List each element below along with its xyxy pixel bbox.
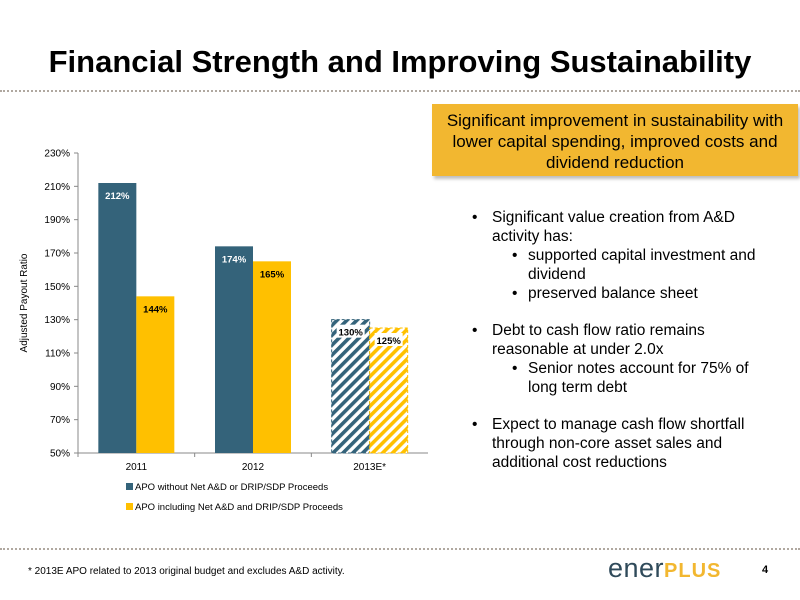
footer-divider	[0, 548, 800, 550]
y-tick-label: 230%	[44, 149, 70, 160]
payout-ratio-chart: 50% 70% 90% 110% 130% 150% 170% 190% 210% 230% Adj…	[19, 149, 428, 513]
y-tick-label: 110%	[45, 349, 70, 360]
label-background	[374, 333, 403, 346]
bar-apo-without-2	[331, 319, 371, 454]
bar-data-label: 174%	[222, 254, 247, 265]
bar-data-label: 144%	[143, 304, 168, 315]
chart-legend: APO without Net A&D or DRIP/SDP Proceeds…	[126, 482, 343, 513]
legend-swatch	[126, 483, 133, 490]
bar-apo-without-0	[98, 183, 137, 453]
y-tick-label: 170%	[44, 249, 70, 260]
sub-bullet-capital: supported capital investment and dividen…	[470, 246, 780, 284]
x-tick-label: 2013E*	[353, 462, 386, 473]
bullet-list: Significant value creation from A&D acti…	[470, 208, 780, 490]
slide-title: Financial Strength and Improving Sustain…	[48, 44, 752, 79]
x-tick-label: 2012	[242, 462, 265, 473]
sub-bullet-balance-text: preserved balance sheet	[528, 285, 698, 302]
y-tick-label: 50%	[50, 449, 70, 460]
bar-apo-including-1	[253, 261, 291, 453]
bar-apo-including-0	[136, 296, 175, 453]
bullet-debt-ratio-text: Debt to cash flow ratio remains reasonab…	[492, 322, 705, 358]
footnote: * 2013E APO related to 2013 original bud…	[28, 566, 345, 577]
y-tick-label: 150%	[44, 282, 70, 293]
legend-swatch	[126, 503, 133, 510]
bar-apo-including-2	[369, 327, 409, 454]
sub-bullet-capital-text: supported capital investment and dividen…	[528, 247, 756, 283]
callout-box: Significant improvement in sustainabilit…	[432, 104, 798, 176]
sub-bullet-balance: preserved balance sheet	[470, 284, 780, 303]
company-logo: enerPLUS	[608, 553, 721, 584]
bullet-debt-ratio: Debt to cash flow ratio remains reasonab…	[470, 321, 780, 397]
page-number: 4	[762, 564, 769, 576]
bar-data-label: 130%	[339, 328, 364, 339]
legend-label: APO including Net A&D and DRIP/SDP Proce…	[135, 502, 343, 513]
bullet-cash-flow-text: Expect to manage cash flow shortfall thr…	[492, 416, 745, 471]
title-divider	[0, 90, 800, 92]
label-background	[336, 324, 365, 338]
bullet-cash-flow: Expect to manage cash flow shortfall thr…	[470, 415, 780, 472]
legend-label: APO without Net A&D or DRIP/SDP Proceeds	[135, 482, 328, 493]
y-axis-label: Adjusted Payout Ratio	[19, 253, 30, 352]
bullet-ad-value: Significant value creation from A&D acti…	[470, 208, 780, 303]
chart-bars: 212% 144% 174% 165% 130% 125%	[98, 183, 409, 454]
sub-bullet-senior-notes: Senior notes account for 75% of long ter…	[470, 359, 780, 397]
logo-text-plus: PLUS	[664, 560, 722, 582]
y-tick-label: 210%	[44, 182, 70, 193]
y-tick-label: 90%	[50, 382, 70, 393]
y-tick-label: 190%	[44, 215, 70, 226]
x-tick-label: 2011	[126, 462, 148, 473]
bar-data-label: 125%	[377, 336, 402, 347]
bar-apo-without-1	[215, 246, 253, 453]
y-tick-label: 130%	[44, 315, 70, 326]
callout-text: Significant improvement in sustainabilit…	[446, 111, 784, 172]
sub-bullet-senior-notes-text: Senior notes account for 75% of long ter…	[528, 360, 749, 396]
logo-text-ener: ener	[608, 553, 665, 583]
bar-data-label: 212%	[105, 191, 130, 202]
bullet-ad-value-text: Significant value creation from A&D acti…	[492, 209, 735, 245]
chart-axes: 50% 70% 90% 110% 130% 150% 170% 190% 210% 230% Adj…	[19, 149, 428, 473]
bar-data-label: 165%	[260, 269, 285, 280]
y-tick-label: 70%	[50, 415, 70, 426]
